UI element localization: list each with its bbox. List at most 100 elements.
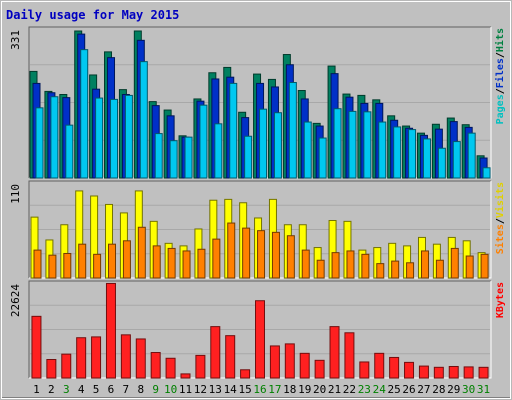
bar-kbytes-day-11: [180, 373, 191, 379]
panel-bottom: 22624 KBytes: [9, 280, 506, 379]
bar-kbytes-day-3: [61, 353, 72, 379]
panel-middle-border-dark: [28, 180, 491, 278]
x-tick-label: 21: [328, 383, 341, 396]
x-tick-label: 4: [78, 383, 85, 396]
bar-kbytes-day-24: [374, 352, 385, 379]
bar-sites-day-4: [78, 243, 87, 279]
bar-kbytes-day-5: [91, 336, 102, 379]
x-tick-label: 9: [152, 383, 159, 396]
y-max-label: 331: [9, 30, 22, 50]
panel-legend: KBytes: [495, 282, 506, 318]
bar-kbytes-day-30: [463, 366, 474, 379]
x-tick-label: 6: [108, 383, 115, 396]
legend-entry: /: [495, 88, 506, 94]
bar-pages-day-28: [437, 147, 446, 179]
x-tick-label: 17: [268, 383, 281, 396]
bar-pages-day-23: [363, 111, 372, 179]
bar-kbytes-day-15: [240, 369, 251, 379]
chart-title: Daily usage for May 2015: [6, 8, 179, 22]
x-tick-label: 30: [462, 383, 475, 396]
bar-sites-day-29: [450, 247, 459, 279]
bar-sites-day-17: [271, 231, 280, 279]
bar-kbytes-day-4: [76, 337, 87, 379]
bar-kbytes-day-31: [478, 366, 489, 379]
bar-pages-day-20: [318, 137, 327, 179]
bar-pages-day-18: [288, 82, 297, 179]
bar-pages-day-14: [229, 82, 238, 179]
bar-kbytes-day-13: [210, 326, 221, 379]
x-tick-label: 20: [313, 383, 326, 396]
bar-pages-day-3: [65, 124, 74, 179]
bar-sites-day-24: [376, 263, 385, 279]
bar-kbytes-day-21: [329, 326, 340, 379]
bar-sites-day-6: [108, 243, 117, 279]
bar-sites-day-10: [167, 247, 176, 279]
x-tick-label: 12: [194, 383, 207, 396]
bar-kbytes-day-14: [225, 335, 236, 379]
x-tick-label: 22: [343, 383, 356, 396]
bar-pages-day-16: [259, 108, 268, 179]
x-tick-label: 27: [417, 383, 430, 396]
x-tick-label: 24: [373, 383, 387, 396]
x-tick-label: 25: [388, 383, 401, 396]
x-tick-label: 8: [137, 383, 144, 396]
x-tick-label: 3: [63, 383, 70, 396]
bar-kbytes-day-10: [165, 357, 176, 379]
bar-pages-day-24: [378, 121, 387, 179]
bar-kbytes-day-12: [195, 354, 206, 379]
bar-pages-day-10: [169, 140, 178, 179]
x-tick-label: 18: [283, 383, 296, 396]
bar-sites-day-8: [137, 226, 146, 279]
bar-kbytes-day-18: [284, 343, 295, 379]
bar-kbytes-day-16: [255, 300, 265, 379]
x-tick-label: 28: [432, 383, 445, 396]
bar-sites-day-28: [435, 259, 444, 279]
bar-pages-day-31: [482, 167, 491, 179]
panel-legend: Sites/Visits: [494, 182, 506, 254]
bar-kbytes-day-25: [389, 356, 400, 379]
x-tick-label: 1: [33, 383, 40, 396]
bar-pages-day-5: [95, 97, 104, 179]
x-tick-label: 31: [477, 383, 490, 396]
bar-pages-day-19: [303, 121, 312, 179]
x-tick-label: 7: [123, 383, 130, 396]
panel-top-border-dark: [28, 26, 491, 178]
bar-pages-day-13: [214, 123, 223, 179]
x-tick-label: 13: [209, 383, 222, 396]
bar-sites-day-15: [242, 227, 251, 279]
bar-pages-day-12: [199, 104, 208, 179]
bar-pages-day-4: [80, 49, 89, 179]
x-tick-label: 19: [298, 383, 311, 396]
bar-sites-day-14: [227, 222, 236, 279]
legend-entry: Visits: [494, 182, 506, 218]
bar-pages-day-17: [273, 112, 282, 179]
bar-sites-day-9: [152, 245, 161, 279]
bar-kbytes-day-26: [404, 361, 415, 379]
y-max-label: 110: [9, 184, 22, 204]
bar-sites-day-2: [48, 254, 57, 279]
bar-pages-day-2: [50, 96, 59, 179]
bar-pages-day-9: [154, 133, 163, 179]
x-tick-label: 5: [93, 383, 100, 396]
bar-sites-day-21: [331, 252, 340, 279]
panel-top: 331 Pages/Files/Hits: [9, 26, 506, 179]
bar-kbytes-day-20: [314, 359, 325, 379]
bar-kbytes-day-28: [433, 366, 444, 379]
bar-kbytes-day-23: [359, 361, 370, 379]
bar-pages-day-22: [348, 110, 357, 179]
bar-sites-day-26: [406, 262, 415, 279]
bar-sites-day-27: [420, 250, 429, 279]
legend-entry: Sites: [494, 224, 506, 254]
bar-kbytes-day-27: [418, 365, 429, 379]
bar-sites-day-18: [286, 235, 295, 279]
bar-kbytes-day-8: [135, 338, 146, 379]
legend-entry: KBytes: [495, 282, 506, 318]
x-tick-label: 29: [447, 383, 460, 396]
bar-pages-day-8: [139, 61, 148, 179]
bar-kbytes-day-1: [31, 315, 42, 379]
legend-entry: Hits: [494, 28, 506, 52]
legend-entry: /: [495, 52, 506, 58]
bar-pages-day-6: [110, 98, 119, 179]
panel-legend: Pages/Files/Hits: [494, 28, 506, 124]
bar-sites-day-3: [63, 252, 72, 279]
